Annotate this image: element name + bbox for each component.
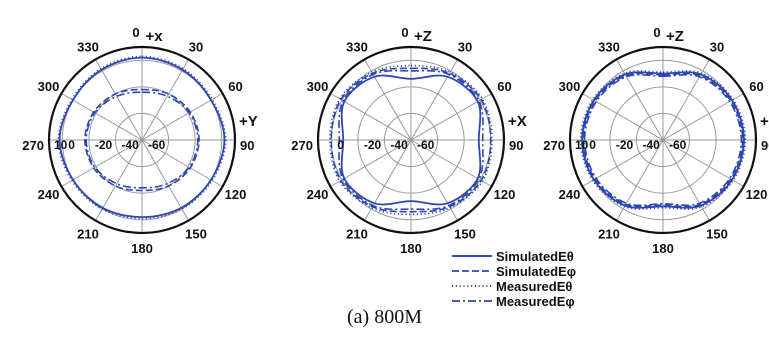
angle-tick-label: 180 <box>131 241 153 256</box>
legend-label: SimulatedEφ <box>496 264 576 279</box>
radial-tick-label: -40 <box>121 138 139 152</box>
radial-tick-label: -20 <box>364 138 382 152</box>
angle-tick-label: 120 <box>746 187 768 202</box>
grid-spoke <box>61 139 143 187</box>
angle-tick-label: 90 <box>509 138 523 153</box>
radial-tick-label: 0 <box>589 138 596 152</box>
angle-tick-label: 30 <box>189 39 203 54</box>
angle-tick-label: 270 <box>291 138 313 153</box>
angle-tick-label: 150 <box>185 227 207 242</box>
series-line <box>581 71 745 209</box>
angle-tick-label: 330 <box>346 39 368 54</box>
angle-tick-label: 180 <box>652 241 674 256</box>
top-axis-label: +Z <box>414 28 432 45</box>
grid-spoke <box>616 59 664 141</box>
angle-tick-label: 0 <box>653 25 660 40</box>
angle-tick-label: 180 <box>400 241 422 256</box>
legend-label: SimulatedEθ <box>496 249 574 264</box>
grid-spoke <box>662 139 710 221</box>
polar-plot-3: 0306090120150180210240270300330100-20-40… <box>543 25 769 256</box>
grid-spoke <box>95 59 143 141</box>
top-axis-label: +Z <box>666 28 684 45</box>
angle-tick-label: 270 <box>543 138 565 153</box>
angle-tick-label: 60 <box>749 79 763 94</box>
legend-label: MeasuredEφ <box>496 294 575 309</box>
angle-tick-label: 30 <box>458 39 472 54</box>
series-line <box>330 67 492 213</box>
angle-tick-label: 120 <box>225 187 247 202</box>
angle-tick-label: 300 <box>38 79 60 94</box>
grid-spoke <box>410 59 458 141</box>
outer-rim <box>568 45 758 235</box>
legend-label: MeasuredEθ <box>496 279 572 294</box>
top-axis-label: +x <box>145 28 163 45</box>
angle-tick-label: 120 <box>494 187 516 202</box>
angle-tick-label: 60 <box>497 79 511 94</box>
side-axis-label: +X <box>508 113 527 130</box>
angle-tick-label: 300 <box>559 79 581 94</box>
radial-tick-label: 0 <box>68 138 75 152</box>
series-line <box>338 69 484 211</box>
angle-tick-label: 210 <box>77 227 99 242</box>
series-line <box>58 56 226 219</box>
angle-tick-label: 150 <box>454 227 476 242</box>
radial-tick-label: -20 <box>616 138 634 152</box>
grid-spoke <box>141 139 189 221</box>
grid-spoke <box>95 139 143 221</box>
series-line <box>85 91 199 189</box>
radial-tick-label: -40 <box>642 138 660 152</box>
grid-spoke <box>141 139 223 187</box>
series-line <box>84 88 200 192</box>
radial-tick-label: -60 <box>148 138 166 152</box>
angle-tick-label: 240 <box>38 187 60 202</box>
series-line <box>583 73 743 207</box>
radial-tick-label: 0 <box>337 138 344 152</box>
grid-spoke <box>141 93 223 141</box>
angle-tick-label: 210 <box>346 227 368 242</box>
radial-tick-label: -60 <box>417 138 435 152</box>
angle-tick-label: 330 <box>598 39 620 54</box>
outer-rim <box>47 45 237 235</box>
angle-tick-label: 60 <box>228 79 242 94</box>
angle-tick-label: 240 <box>559 187 581 202</box>
radial-tick-label: -60 <box>669 138 687 152</box>
outer-rim <box>316 45 506 235</box>
grid-spoke <box>662 139 744 187</box>
side-axis-label: +Y <box>239 113 258 130</box>
angle-tick-label: 210 <box>598 227 620 242</box>
angle-tick-label: 90 <box>761 138 769 153</box>
series-line <box>579 70 747 210</box>
radial-tick-label: -20 <box>95 138 113 152</box>
side-axis-label: +Y <box>760 113 769 130</box>
angle-tick-label: 90 <box>240 138 254 153</box>
radial-tick-label: 10 <box>54 138 68 152</box>
figure-caption: (a) 800M <box>347 306 422 328</box>
series-line <box>340 74 482 206</box>
grid-spoke <box>141 59 189 141</box>
angle-tick-label: 0 <box>132 25 139 40</box>
angle-tick-label: 150 <box>706 227 728 242</box>
angle-tick-label: 30 <box>710 39 724 54</box>
angle-tick-label: 240 <box>307 187 329 202</box>
grid-spoke <box>61 93 143 141</box>
angle-tick-label: 270 <box>22 138 44 153</box>
angle-tick-label: 300 <box>307 79 329 94</box>
radial-tick-label: -40 <box>390 138 408 152</box>
legend: SimulatedEθSimulatedEφMeasuredEθMeasured… <box>452 249 576 309</box>
angle-tick-label: 0 <box>401 25 408 40</box>
polar-plot-2: 0 30 60 90 120 150 180 210 240 270 300 330 0 -20 -40 -6… <box>291 25 526 256</box>
angle-tick-label: 330 <box>77 39 99 54</box>
radial-tick-label: 10 <box>575 138 589 152</box>
